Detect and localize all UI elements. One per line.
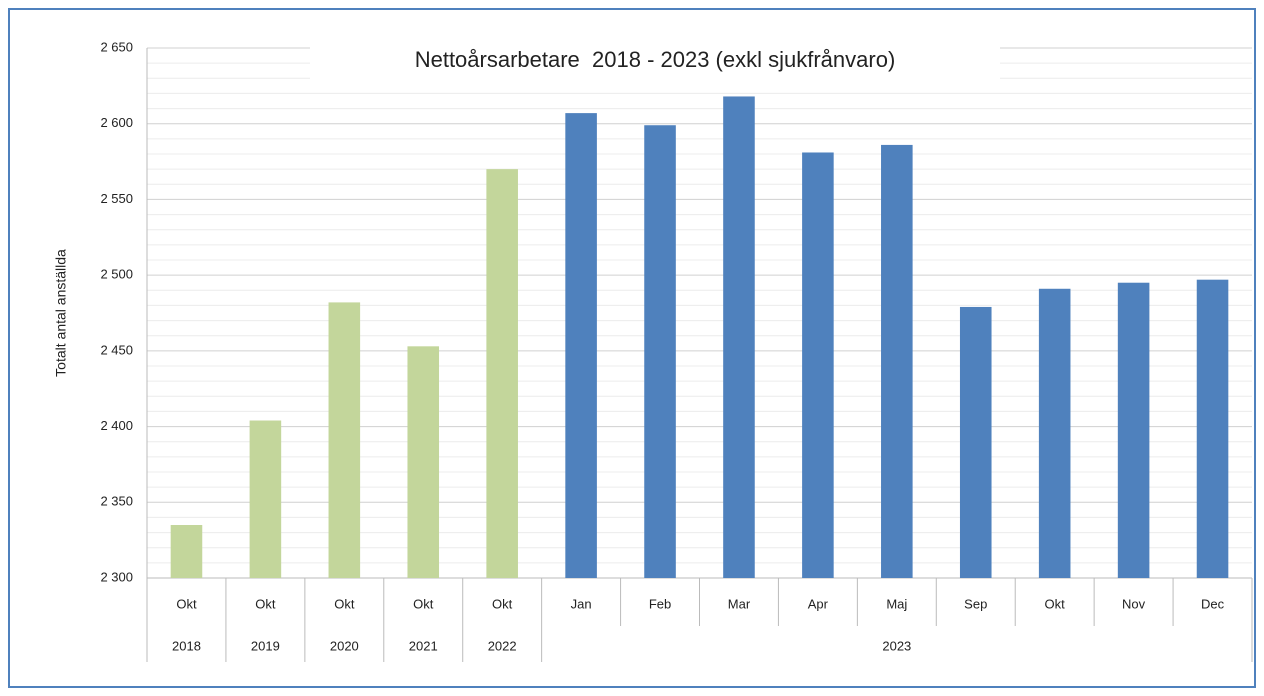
y-tick-label: 2 550 bbox=[100, 191, 133, 206]
y-tick-label: 2 350 bbox=[100, 494, 133, 509]
x-tick-label: Dec bbox=[1201, 596, 1225, 611]
y-tick-label: 2 650 bbox=[100, 39, 133, 54]
x-tick-label: Jan bbox=[571, 596, 592, 611]
y-axis-label: Totalt antal anställda bbox=[53, 249, 69, 377]
title-bg bbox=[310, 40, 1000, 80]
bar bbox=[1117, 282, 1150, 578]
group-label: 2021 bbox=[409, 638, 438, 653]
group-label: 2019 bbox=[251, 638, 280, 653]
y-tick-label: 2 450 bbox=[100, 342, 133, 357]
x-tick-label: Mar bbox=[728, 596, 751, 611]
bar bbox=[723, 96, 755, 578]
x-tick-label: Maj bbox=[886, 596, 907, 611]
y-tick-label: 2 400 bbox=[100, 418, 133, 433]
x-tick-label: Okt bbox=[334, 596, 355, 611]
group-label: 2022 bbox=[488, 638, 517, 653]
x-tick-label: Sep bbox=[964, 596, 987, 611]
y-tick-label: 2 500 bbox=[100, 267, 133, 282]
y-tick-label: 2 600 bbox=[100, 115, 133, 130]
bar bbox=[170, 525, 203, 578]
bar bbox=[802, 152, 834, 578]
bar bbox=[249, 420, 282, 578]
bar bbox=[959, 306, 992, 578]
group-label: 2020 bbox=[330, 638, 359, 653]
x-tick-label: Nov bbox=[1122, 596, 1146, 611]
bar bbox=[407, 346, 440, 578]
bar bbox=[644, 125, 676, 578]
x-tick-label: Okt bbox=[176, 596, 197, 611]
group-label: 2018 bbox=[172, 638, 201, 653]
bar bbox=[328, 302, 361, 578]
bar bbox=[1038, 288, 1071, 578]
bar bbox=[486, 169, 518, 578]
x-tick-label: Okt bbox=[255, 596, 276, 611]
x-tick-label: Okt bbox=[492, 596, 513, 611]
x-tick-label: Apr bbox=[808, 596, 829, 611]
x-tick-label: Okt bbox=[1045, 596, 1066, 611]
group-label: 2023 bbox=[882, 638, 911, 653]
x-tick-label: Okt bbox=[413, 596, 434, 611]
x-tick-label: Feb bbox=[649, 596, 671, 611]
chart-title: Nettoårsarbetare 2018 - 2023 (exkl sjukf… bbox=[415, 47, 896, 72]
bar bbox=[881, 144, 913, 578]
bar bbox=[1196, 279, 1229, 578]
y-tick-label: 2 300 bbox=[100, 569, 133, 584]
bar bbox=[565, 113, 597, 578]
